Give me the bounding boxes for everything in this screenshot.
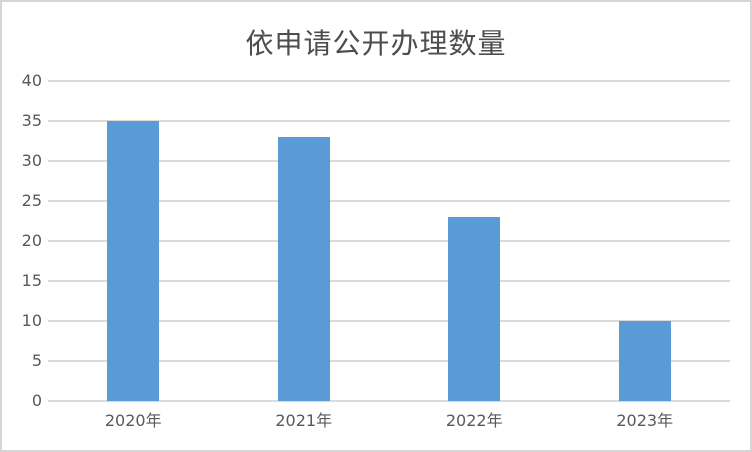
y-axis-tick-label: 30 <box>21 151 42 170</box>
gridline <box>48 280 730 282</box>
x-axis-tick-label: 2023年 <box>616 411 674 430</box>
y-axis-tick-label: 15 <box>21 271 42 290</box>
y-axis-tick-label: 0 <box>31 391 42 410</box>
bar-2021年 <box>277 137 330 401</box>
gridline <box>48 400 730 402</box>
bar-2020年 <box>107 121 160 401</box>
x-axis-tick-label: 2020年 <box>104 411 162 430</box>
x-axis-tick-label: 2022年 <box>445 411 503 430</box>
y-axis-tick-label: 25 <box>21 191 42 210</box>
gridline <box>48 200 730 202</box>
bar-2023年 <box>618 321 671 401</box>
bar-2022年 <box>448 217 501 401</box>
gridline <box>48 320 730 322</box>
gridline <box>48 160 730 162</box>
y-axis-tick-label: 20 <box>21 231 42 250</box>
chart-title: 依申请公开办理数量 <box>245 27 507 60</box>
y-axis-tick-label: 5 <box>31 351 42 370</box>
gridline <box>48 360 730 362</box>
gridline <box>48 120 730 122</box>
y-axis-tick-label: 40 <box>21 71 42 90</box>
gridline <box>48 240 730 242</box>
y-axis-tick-label: 10 <box>21 311 42 330</box>
y-axis-tick-label: 35 <box>21 111 42 130</box>
x-axis-tick-label: 2021年 <box>275 411 333 430</box>
gridline <box>48 80 730 82</box>
